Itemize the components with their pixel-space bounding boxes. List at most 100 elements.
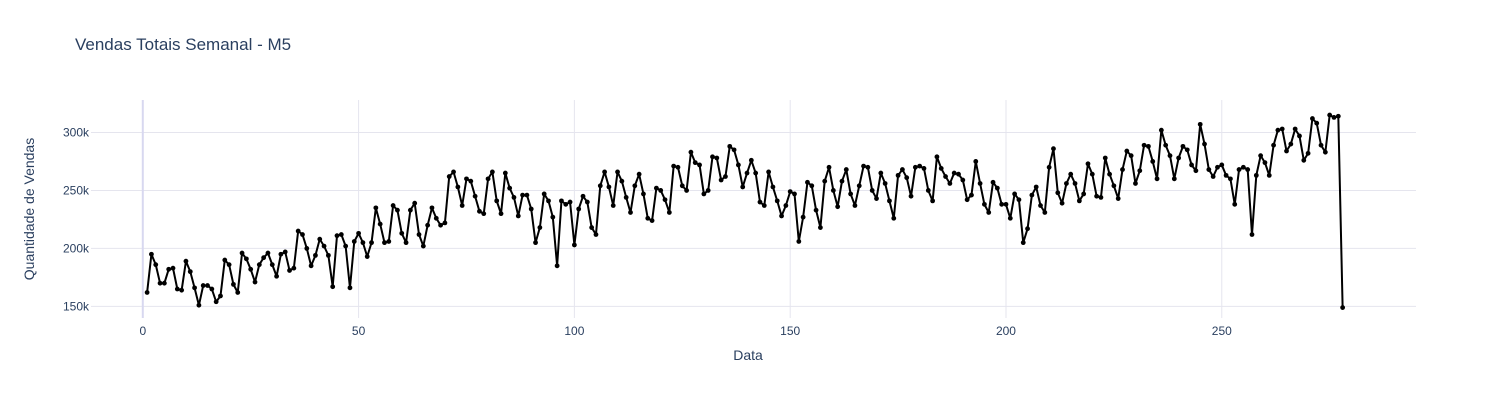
data-point[interactable] xyxy=(1340,305,1346,310)
data-point[interactable] xyxy=(895,172,901,178)
data-point[interactable] xyxy=(882,181,888,186)
data-point[interactable] xyxy=(209,286,215,292)
data-point[interactable] xyxy=(464,176,469,182)
data-point[interactable] xyxy=(912,164,918,170)
data-point[interactable] xyxy=(278,251,284,257)
data-point[interactable] xyxy=(740,184,746,190)
data-point[interactable] xyxy=(580,193,586,199)
data-point[interactable] xyxy=(805,179,810,185)
data-point[interactable] xyxy=(1033,184,1039,190)
data-point[interactable] xyxy=(1107,171,1112,177)
data-point[interactable] xyxy=(779,213,784,219)
data-point[interactable] xyxy=(1335,113,1341,119)
data-point[interactable] xyxy=(1064,181,1069,186)
data-point[interactable] xyxy=(313,252,318,258)
data-point[interactable] xyxy=(498,211,504,217)
data-point[interactable] xyxy=(723,174,728,179)
data-point[interactable] xyxy=(1262,160,1268,166)
data-point[interactable] xyxy=(973,159,979,164)
data-point[interactable] xyxy=(891,215,897,221)
data-point[interactable] xyxy=(356,230,361,236)
data-point[interactable] xyxy=(1318,142,1324,148)
data-point[interactable] xyxy=(1249,232,1255,237)
data-point[interactable] xyxy=(839,178,845,184)
data-point[interactable] xyxy=(1271,142,1276,148)
data-point[interactable] xyxy=(489,169,495,175)
data-point[interactable] xyxy=(1089,171,1095,177)
data-point[interactable] xyxy=(256,262,262,268)
data-point[interactable] xyxy=(1171,176,1177,182)
data-point[interactable] xyxy=(1007,215,1013,221)
data-point[interactable] xyxy=(287,268,292,273)
data-point[interactable] xyxy=(925,188,931,193)
data-point[interactable] xyxy=(546,198,551,204)
data-point[interactable] xyxy=(442,220,448,226)
data-point[interactable] xyxy=(766,169,772,175)
data-point[interactable] xyxy=(1184,147,1190,153)
data-point[interactable] xyxy=(282,249,288,255)
data-point[interactable] xyxy=(1158,127,1164,133)
data-point[interactable] xyxy=(1275,127,1281,133)
data-point[interactable] xyxy=(477,208,482,214)
data-point[interactable] xyxy=(822,178,828,184)
data-point[interactable] xyxy=(231,281,236,287)
data-point[interactable] xyxy=(446,174,452,179)
data-point[interactable] xyxy=(1258,153,1264,159)
data-point[interactable] xyxy=(325,252,331,258)
data-point[interactable] xyxy=(502,170,508,176)
data-point[interactable] xyxy=(472,193,478,199)
data-point[interactable] xyxy=(1098,195,1104,200)
data-point[interactable] xyxy=(666,210,672,215)
data-point[interactable] xyxy=(1016,197,1022,203)
data-point[interactable] xyxy=(395,207,400,213)
data-point[interactable] xyxy=(641,191,646,197)
data-point[interactable] xyxy=(515,213,521,219)
data-point[interactable] xyxy=(222,257,228,263)
data-point[interactable] xyxy=(1025,226,1030,232)
data-point[interactable] xyxy=(407,207,413,213)
data-point[interactable] xyxy=(1202,141,1207,147)
data-point[interactable] xyxy=(645,215,651,221)
data-point[interactable] xyxy=(878,170,884,176)
data-point[interactable] xyxy=(149,251,154,257)
data-point[interactable] xyxy=(1327,112,1333,118)
data-point[interactable] xyxy=(334,233,340,239)
data-point[interactable] xyxy=(1189,162,1194,168)
data-point[interactable] xyxy=(1042,210,1048,215)
data-point[interactable] xyxy=(1288,141,1294,147)
data-point[interactable] xyxy=(714,155,720,161)
data-point[interactable] xyxy=(1210,174,1216,179)
data-point[interactable] xyxy=(649,218,655,224)
data-point[interactable] xyxy=(1115,196,1121,201)
data-point[interactable] xyxy=(1076,198,1082,204)
data-point[interactable] xyxy=(412,200,418,206)
data-point[interactable] xyxy=(1193,168,1199,174)
data-point[interactable] xyxy=(796,239,802,244)
data-point[interactable] xyxy=(593,232,599,237)
data-point[interactable] xyxy=(938,166,944,171)
data-point[interactable] xyxy=(563,201,569,207)
data-point[interactable] xyxy=(481,211,487,217)
data-point[interactable] xyxy=(170,265,176,271)
data-point[interactable] xyxy=(770,184,776,190)
data-point[interactable] xyxy=(900,167,905,172)
data-point[interactable] xyxy=(153,262,159,268)
data-point[interactable] xyxy=(1072,181,1078,186)
data-point[interactable] xyxy=(904,175,910,181)
data-point[interactable] xyxy=(196,302,202,308)
data-point[interactable] xyxy=(360,240,366,246)
data-point[interactable] xyxy=(330,284,336,290)
data-point[interactable] xyxy=(982,201,987,207)
data-point[interactable] xyxy=(1146,143,1151,149)
data-point[interactable] xyxy=(748,157,754,163)
data-point[interactable] xyxy=(861,163,866,169)
data-point[interactable] xyxy=(843,167,849,172)
data-point[interactable] xyxy=(1038,203,1043,208)
data-point[interactable] xyxy=(1176,155,1182,161)
data-point[interactable] xyxy=(1081,191,1087,197)
data-point[interactable] xyxy=(1284,148,1289,154)
data-point[interactable] xyxy=(1055,190,1061,196)
data-point[interactable] xyxy=(1137,168,1143,174)
data-point[interactable] xyxy=(507,185,513,191)
data-point[interactable] xyxy=(317,236,323,242)
